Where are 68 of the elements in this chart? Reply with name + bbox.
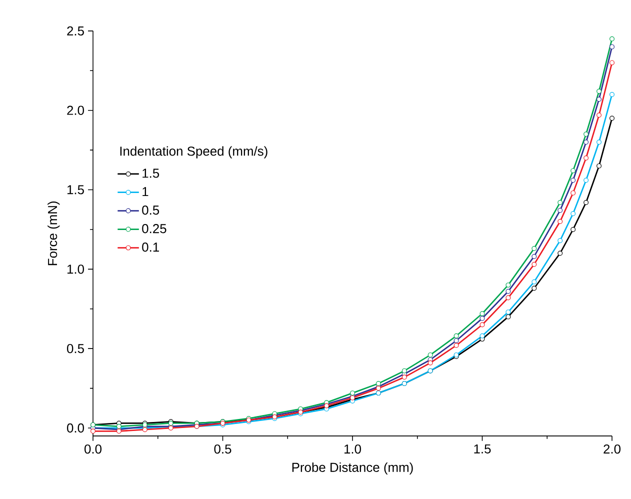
point [454, 333, 459, 338]
point [480, 311, 485, 316]
point [428, 352, 433, 358]
point [610, 44, 614, 50]
point [584, 132, 589, 137]
point [506, 282, 511, 288]
point [454, 342, 459, 348]
legend-label: 0.25 [142, 224, 166, 234]
point [402, 374, 407, 380]
x-tick-label: 1.0 [344, 444, 362, 454]
point [596, 140, 602, 145]
point [570, 211, 576, 216]
point [596, 112, 602, 118]
point [610, 36, 614, 42]
point [570, 190, 576, 196]
y-tick-label: 2.5 [67, 26, 84, 36]
y-tick-label: 1.0 [67, 264, 84, 274]
point [570, 168, 576, 174]
point [506, 288, 511, 294]
x-tick-label: 0.0 [84, 444, 102, 454]
y-tick-label: 1.5 [67, 185, 84, 194]
point [532, 279, 537, 284]
legend-label: 0.5 [142, 206, 160, 215]
legend-label: 1 [142, 187, 148, 196]
point [350, 390, 355, 396]
y-tick-label: 0.5 [66, 344, 84, 354]
point [558, 238, 563, 244]
point [402, 368, 407, 374]
x-axis-title: Probe Distance (mm) [292, 462, 413, 475]
legend-title: Indentation Speed (mm/s) [120, 146, 268, 158]
point [90, 428, 96, 434]
point [376, 381, 381, 386]
legend-label: 1.5 [142, 168, 160, 178]
x-tick-label: 1.5 [474, 444, 491, 454]
y-tick-label: 2.0 [67, 106, 84, 115]
point [532, 246, 537, 252]
point [610, 92, 614, 97]
point [570, 226, 576, 232]
legend-label: 0.1 [142, 242, 159, 252]
x-tick-label: 2.0 [604, 444, 621, 454]
point [454, 338, 459, 344]
point [570, 178, 576, 183]
point [558, 219, 563, 224]
point [596, 88, 602, 94]
point [532, 262, 537, 267]
point [480, 322, 485, 328]
point [506, 310, 511, 315]
point [480, 333, 485, 338]
y-axis-title: Force (mN) [48, 202, 60, 266]
point [610, 60, 614, 66]
point [584, 156, 589, 160]
point [532, 286, 537, 291]
y-tick-label: 0.0 [66, 423, 84, 433]
point [558, 208, 563, 213]
point [480, 316, 485, 321]
point [596, 163, 602, 168]
point [506, 295, 511, 300]
x-tick-label: 0.5 [214, 444, 232, 454]
point [558, 200, 563, 205]
point [506, 314, 511, 320]
point [532, 254, 537, 259]
point [584, 200, 589, 205]
point [584, 140, 589, 145]
point [610, 116, 614, 121]
point [584, 178, 589, 183]
point [596, 96, 602, 102]
point [428, 360, 433, 366]
point [558, 250, 563, 256]
